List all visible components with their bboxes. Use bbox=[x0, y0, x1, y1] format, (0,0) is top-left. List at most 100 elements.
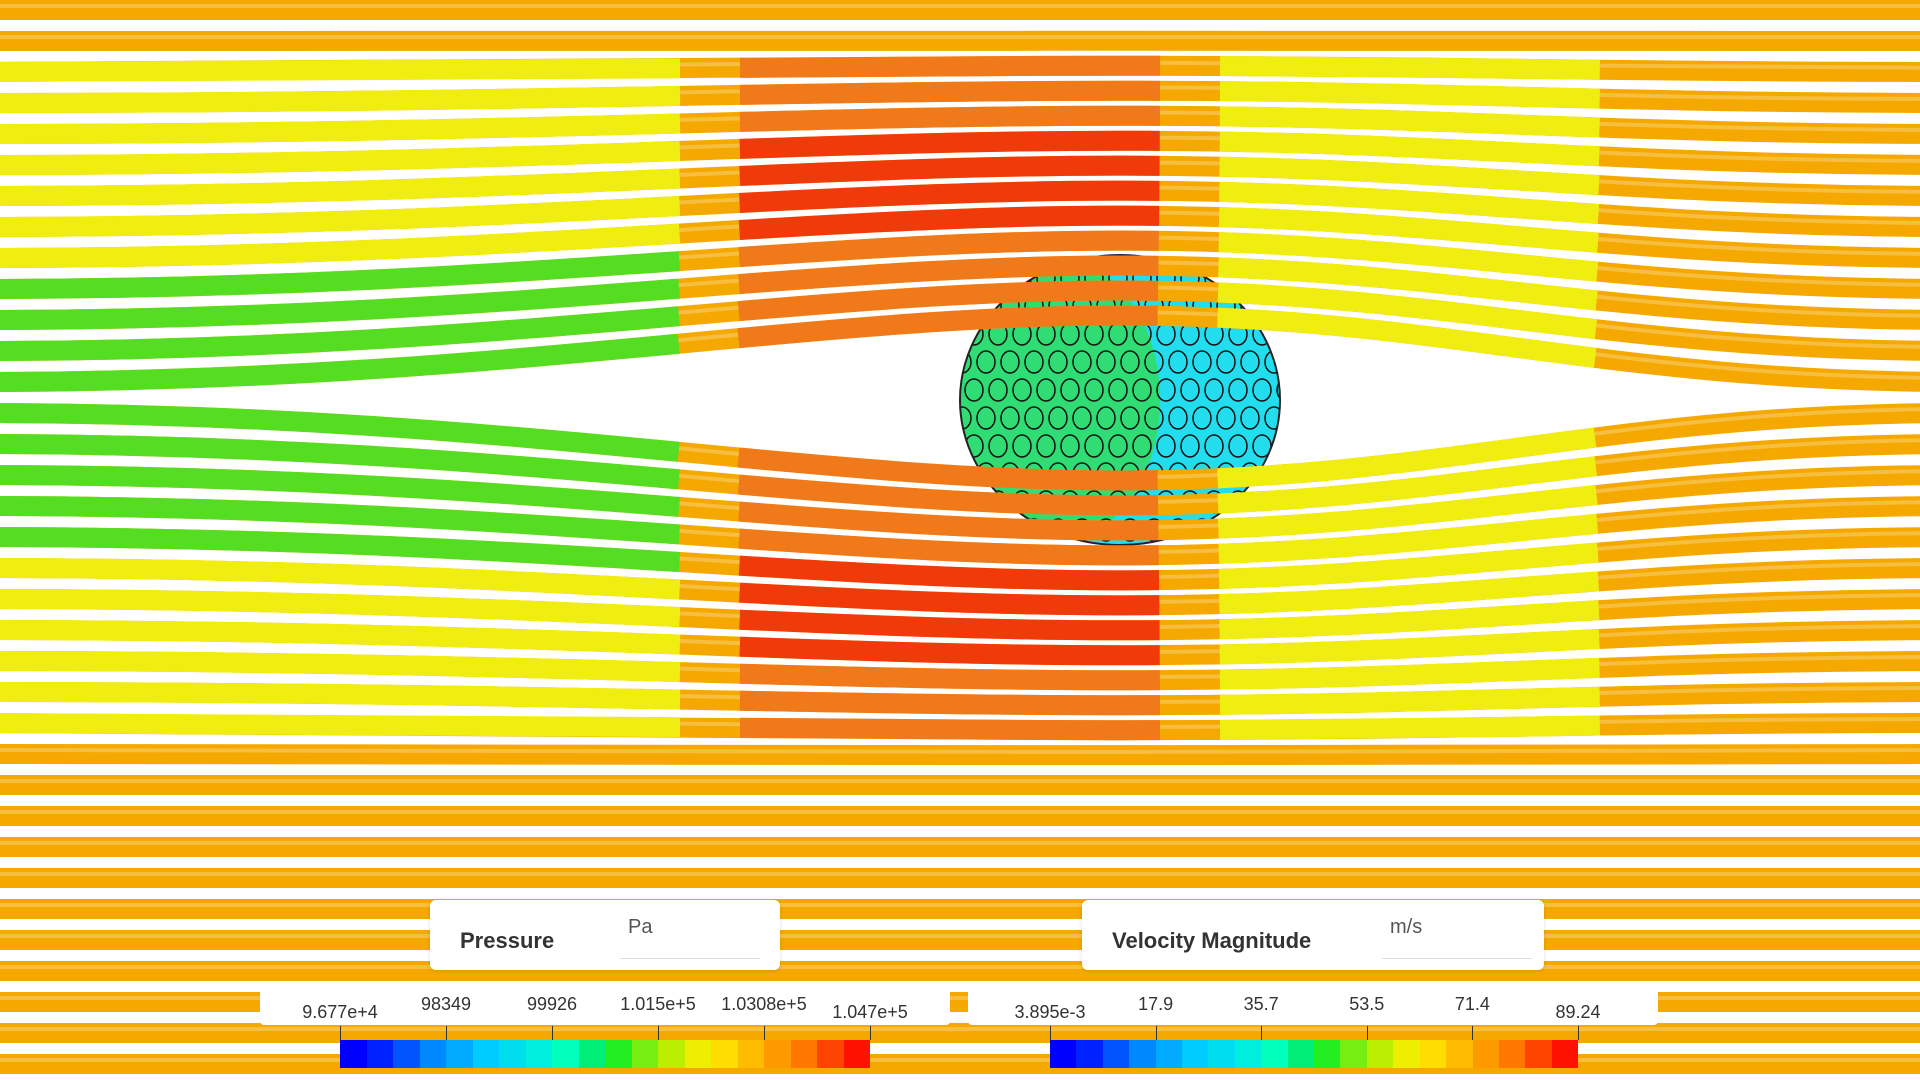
dimple bbox=[988, 434, 1008, 458]
dimple bbox=[941, 435, 959, 457]
dimple bbox=[1120, 406, 1140, 430]
streamline-fast-segment bbox=[0, 155, 1920, 206]
tick-mark bbox=[552, 1026, 553, 1040]
dimple bbox=[1240, 406, 1260, 430]
velocity-legend-header[interactable]: Velocity Magnitude m/s bbox=[1082, 900, 1544, 970]
streamline-fast-segment bbox=[0, 80, 1920, 113]
colorbar-segment bbox=[1498, 1040, 1526, 1068]
dimple bbox=[1276, 378, 1280, 402]
streamline-fast-segment bbox=[0, 403, 1920, 491]
dimple bbox=[1180, 434, 1200, 458]
streamline-fast-segment bbox=[0, 682, 1920, 716]
dimple bbox=[1012, 434, 1032, 458]
streamline-fast-segment bbox=[0, 130, 1920, 175]
streamline-wake-segment bbox=[0, 230, 1920, 299]
streamline-wake-segment bbox=[0, 280, 1920, 361]
colorbar-segment bbox=[1419, 1040, 1447, 1068]
tick-label: 89.24 bbox=[1555, 1002, 1601, 1022]
colorbar-segment bbox=[1155, 1040, 1183, 1068]
streamline-fast-segment bbox=[0, 465, 1920, 541]
colorbar-segment bbox=[499, 1040, 526, 1068]
colorbar-segment bbox=[1472, 1040, 1499, 1068]
dimple bbox=[1132, 434, 1152, 458]
colorbar-segment bbox=[552, 1040, 579, 1068]
streamline-wake-segment bbox=[0, 205, 1920, 268]
velocity-unit-underline bbox=[1382, 958, 1532, 959]
pressure-legend-title: Pressure bbox=[460, 928, 555, 953]
colorbar-segment bbox=[658, 1040, 685, 1068]
pressure-legend-unit[interactable]: Pa bbox=[628, 916, 653, 938]
colorbar-segment bbox=[1446, 1040, 1473, 1068]
streamline-fast-segment bbox=[0, 55, 1920, 82]
dimple bbox=[1240, 350, 1260, 374]
streamline-wake-segment bbox=[0, 651, 1920, 691]
streamline-fast-segment bbox=[0, 434, 1920, 516]
dimple bbox=[1144, 350, 1164, 374]
colorbar-segment bbox=[790, 1040, 817, 1068]
tick-mark bbox=[340, 1026, 341, 1040]
streamline-wake-segment bbox=[0, 434, 1920, 516]
velocity-legend-title: Velocity Magnitude bbox=[1112, 928, 1312, 953]
streamline-highlight bbox=[0, 748, 1920, 754]
pressure-tick-panel bbox=[260, 985, 950, 1025]
dimple bbox=[988, 378, 1008, 402]
colorbar-segment bbox=[1551, 1040, 1579, 1068]
streamline-wake-segment bbox=[0, 105, 1920, 144]
dimple bbox=[1036, 378, 1056, 402]
tick-label: 1.047e+5 bbox=[832, 1002, 908, 1022]
colorbar-segment bbox=[764, 1040, 791, 1068]
dimple bbox=[1192, 350, 1212, 374]
streamline-wake-segment bbox=[0, 180, 1920, 237]
tick-label: 98349 bbox=[420, 994, 472, 1014]
streamline-fast-segment bbox=[0, 651, 1920, 691]
tick-mark bbox=[1155, 1026, 1157, 1040]
dimple bbox=[941, 379, 959, 401]
colorbar-segment bbox=[1340, 1040, 1367, 1068]
colorbar-segment bbox=[1261, 1040, 1288, 1068]
colorbar-segment bbox=[605, 1040, 632, 1068]
streamline-wake-segment bbox=[0, 55, 1920, 82]
dimple bbox=[1084, 378, 1104, 402]
streamline-fast-segment bbox=[0, 496, 1920, 566]
velocity-legend-unit[interactable]: m/s bbox=[1390, 916, 1423, 938]
streamline-wake-segment bbox=[0, 589, 1920, 641]
velocity-colorbar bbox=[1050, 1040, 1579, 1068]
tick-label: 35.7 bbox=[1243, 994, 1279, 1014]
dimple bbox=[1192, 406, 1212, 430]
streamline-fast-segment bbox=[0, 305, 1920, 392]
golf-ball-outline bbox=[959, 254, 1281, 546]
colorbar-segment bbox=[1182, 1040, 1209, 1068]
tick-mark bbox=[1261, 1026, 1263, 1040]
dimple bbox=[1060, 378, 1080, 402]
dimple bbox=[1084, 434, 1104, 458]
pressure-colorbar bbox=[340, 1040, 870, 1068]
colorbar-segment bbox=[393, 1040, 420, 1068]
dimple bbox=[1048, 350, 1068, 374]
streamline-fast-segment bbox=[0, 105, 1920, 144]
dimple bbox=[1060, 434, 1080, 458]
tick-mark bbox=[1578, 1026, 1579, 1040]
streamline-wake-segment bbox=[0, 682, 1920, 716]
dimple bbox=[1276, 434, 1280, 458]
streamline-wake-segment bbox=[0, 527, 1920, 591]
tick-label: 71.4 bbox=[1454, 994, 1490, 1014]
colorbar-segment bbox=[446, 1040, 473, 1068]
pressure-legend-header[interactable]: Pressure Pa bbox=[430, 900, 780, 970]
streamline-fast-segment bbox=[0, 589, 1920, 641]
dimple bbox=[1096, 406, 1116, 430]
dimple bbox=[1228, 378, 1248, 402]
streamline-wake-segment bbox=[0, 155, 1920, 206]
dimple bbox=[1024, 406, 1044, 430]
tick-mark bbox=[764, 1026, 765, 1040]
colorbar-segment bbox=[1525, 1040, 1552, 1068]
dimple bbox=[1000, 406, 1020, 430]
tick-label: 9.677e+4 bbox=[302, 1002, 378, 1022]
dimple bbox=[1228, 434, 1248, 458]
dimple bbox=[1048, 406, 1068, 430]
streamline-fast-segment bbox=[0, 558, 1920, 616]
streamline-wake-segment bbox=[0, 558, 1920, 616]
colorbar-segment bbox=[1208, 1040, 1235, 1068]
colorbar-segment bbox=[1050, 1040, 1077, 1068]
